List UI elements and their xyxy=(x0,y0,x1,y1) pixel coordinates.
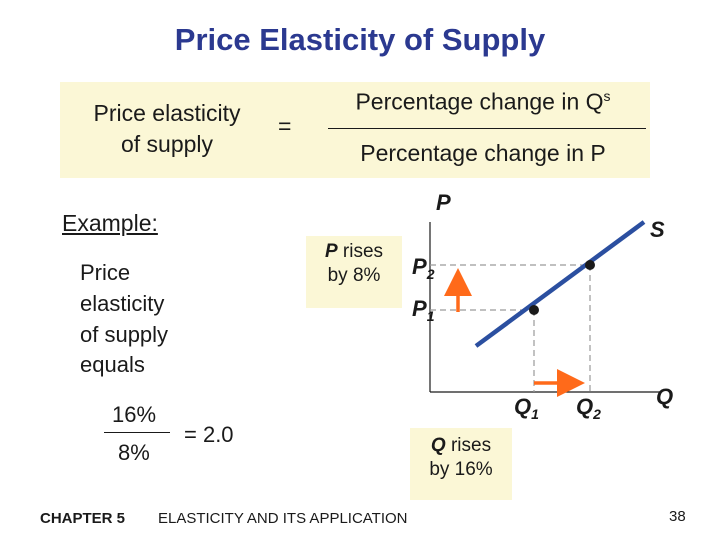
q-rises-italic: Q xyxy=(430,435,446,456)
example-line2: elasticity xyxy=(80,290,165,316)
example-fraction-line xyxy=(104,432,170,433)
example-result: = 2.0 xyxy=(184,422,234,447)
example-line1: Price xyxy=(80,260,131,285)
formula-denominator: Percentage change in P xyxy=(360,140,606,166)
label-q2-main: Q xyxy=(576,394,593,419)
label-p1-main: P xyxy=(412,296,427,321)
formula-numerator: Percentage change in Qs xyxy=(318,88,648,116)
p-rises-rest: rises xyxy=(337,241,384,262)
label-p2-sub: 2 xyxy=(426,266,435,282)
label-p2-main: P xyxy=(412,254,427,279)
example-fraction-denominator: 8% xyxy=(118,440,150,465)
page-number: 38 xyxy=(669,508,686,525)
formula-box xyxy=(60,82,650,178)
slide-title: Price Elasticity of Supply xyxy=(174,22,546,57)
footer-chapter: CHAPTER 5 xyxy=(40,510,126,527)
label-q1: Q1 xyxy=(514,394,539,422)
supply-curve xyxy=(474,220,646,348)
label-q2: Q2 xyxy=(576,394,601,422)
point-q1-p1 xyxy=(529,305,539,315)
formula-lhs-line1: Price elasticity xyxy=(93,100,241,126)
formula-lhs: Price elasticity of supply xyxy=(72,98,262,160)
example-fraction-numerator: 16% xyxy=(112,402,157,427)
label-q2-sub: 2 xyxy=(592,406,601,422)
formula-lhs-line2: of supply xyxy=(120,131,214,158)
p-rises-italic: P xyxy=(324,241,338,262)
axis-label-q: Q xyxy=(656,384,673,409)
example-line4: equals xyxy=(80,352,145,378)
p-rises-callout: P rises by 8% xyxy=(306,236,402,308)
q-rises-callout: Q rises by 16% xyxy=(410,428,512,500)
formula-fraction-line xyxy=(328,128,646,129)
label-q1-main: Q xyxy=(514,394,531,419)
q-rises-line2: by 16% xyxy=(429,458,493,480)
p-rises-line1: P rises xyxy=(306,240,402,264)
q-rises-line1: Q rises xyxy=(410,434,512,458)
example-label: Example: xyxy=(62,210,158,236)
formula-equals: = xyxy=(278,113,292,139)
axis-label-p: P xyxy=(436,190,451,215)
p-rises-line2: by 8% xyxy=(327,264,381,286)
example-line3: of supply xyxy=(80,321,169,347)
label-q1-sub: 1 xyxy=(531,406,539,422)
formula-numerator-text: Percentage change in Q xyxy=(355,88,604,115)
curve-label-s: S xyxy=(650,217,665,242)
label-p2: P2 xyxy=(412,254,435,282)
label-p1-sub: 1 xyxy=(427,308,435,324)
point-q2-p2 xyxy=(585,260,595,270)
q-rises-rest: rises xyxy=(445,435,492,456)
formula-numerator-sup: s xyxy=(603,88,611,104)
label-p1: P1 xyxy=(412,296,435,324)
footer-subject: ELASTICITY AND ITS APPLICATION xyxy=(158,510,408,527)
example-body: Price elasticity of supply equals xyxy=(80,258,230,381)
